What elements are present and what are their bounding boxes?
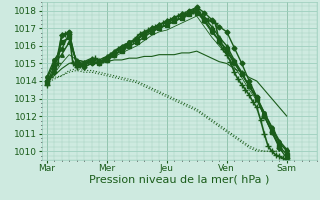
X-axis label: Pression niveau de la mer( hPa ): Pression niveau de la mer( hPa ) [89, 175, 269, 185]
